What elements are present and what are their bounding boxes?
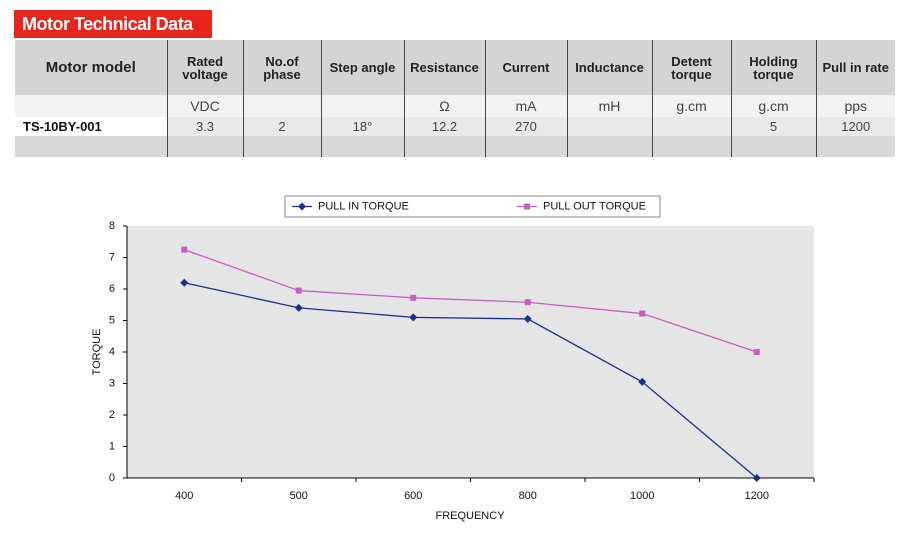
unit-cell — [242, 95, 321, 117]
y-tick-label: 7 — [109, 251, 115, 263]
data-point — [753, 349, 760, 355]
data-point — [295, 287, 302, 294]
y-tick-label: 8 — [109, 220, 115, 232]
y-tick-label: 6 — [109, 283, 115, 295]
x-tick-label: 600 — [404, 490, 422, 502]
value-cell — [566, 117, 652, 136]
x-tick-label: 500 — [290, 490, 308, 502]
y-tick-label: 4 — [109, 346, 115, 358]
data-point — [523, 314, 532, 323]
value-cell: 2 — [242, 117, 321, 136]
y-tick-label: 5 — [109, 314, 115, 326]
empty-cell — [320, 136, 404, 157]
header-cell: No.of phase — [242, 40, 321, 95]
spec-table: Motor model Rated voltage No.of phase Step … — [15, 40, 895, 157]
unit-cell: Ω — [403, 95, 485, 117]
data-point — [752, 474, 761, 482]
empty-cell — [484, 136, 567, 157]
header-cell: Holding torque — [730, 40, 816, 95]
value-cell: 270 — [484, 117, 567, 136]
header-cell: Inductance — [566, 40, 652, 95]
y-tick-label: 2 — [109, 409, 115, 421]
header-cell: Current — [484, 40, 567, 95]
y-tick-label: 0 — [109, 472, 115, 484]
legend-marker — [524, 203, 530, 210]
empty-cell — [403, 136, 485, 157]
legend-label: PULL OUT TORQUE — [543, 200, 646, 212]
value-cell: 18° — [320, 117, 404, 136]
data-point — [181, 246, 188, 253]
unit-cell — [320, 95, 404, 117]
unit-cell: mA — [484, 95, 567, 117]
empty-cell — [566, 136, 652, 157]
x-tick-label: 1000 — [630, 490, 654, 502]
header-cell: Rated voltage — [166, 40, 243, 95]
empty-cell — [166, 136, 243, 157]
data-point — [410, 294, 417, 301]
data-point — [294, 303, 303, 312]
legend-marker — [298, 202, 306, 211]
x-tick-label: 800 — [519, 490, 537, 502]
y-tick-label: 3 — [109, 377, 115, 389]
value-cell: 3.3 — [166, 117, 243, 136]
unit-cell: VDC — [166, 95, 243, 117]
value-cell: 5 — [730, 117, 816, 136]
header-cell: Motor model — [15, 40, 167, 95]
unit-cell: g.cm — [651, 95, 731, 117]
data-point — [638, 377, 647, 386]
header-cell: Pull in rate — [815, 40, 895, 95]
header-cell: Detent torque — [651, 40, 731, 95]
header-cell: Resistance — [403, 40, 485, 95]
x-tick-label: 1200 — [745, 490, 769, 502]
legend-label: PULL IN TORQUE — [318, 200, 409, 212]
series-line — [184, 249, 757, 353]
value-cell: 12.2 — [403, 117, 485, 136]
x-axis-title: FREQUENCY — [435, 510, 505, 522]
y-axis-title: TORQUE — [91, 329, 103, 376]
y-tick-label: 1 — [109, 440, 115, 452]
data-point — [180, 278, 189, 287]
data-point — [524, 299, 531, 306]
model-cell: TS-10BY-001 — [15, 117, 167, 136]
value-cell — [651, 117, 731, 136]
legend-box — [284, 195, 661, 218]
unit-cell: g.cm — [730, 95, 816, 117]
header-cell: Step angle — [320, 40, 404, 95]
value-cell: 1200 — [815, 117, 895, 136]
empty-cell — [730, 136, 816, 157]
empty-cell — [242, 136, 321, 157]
unit-cell: pps — [815, 95, 895, 117]
data-point — [409, 313, 418, 322]
x-tick-label: 400 — [175, 490, 193, 502]
unit-cell: mH — [566, 95, 652, 117]
series-line — [184, 282, 758, 479]
plot-area — [127, 226, 814, 478]
empty-cell — [815, 136, 895, 157]
section-title: Motor Technical Data — [14, 10, 212, 38]
empty-cell — [651, 136, 731, 157]
data-point — [639, 310, 646, 317]
